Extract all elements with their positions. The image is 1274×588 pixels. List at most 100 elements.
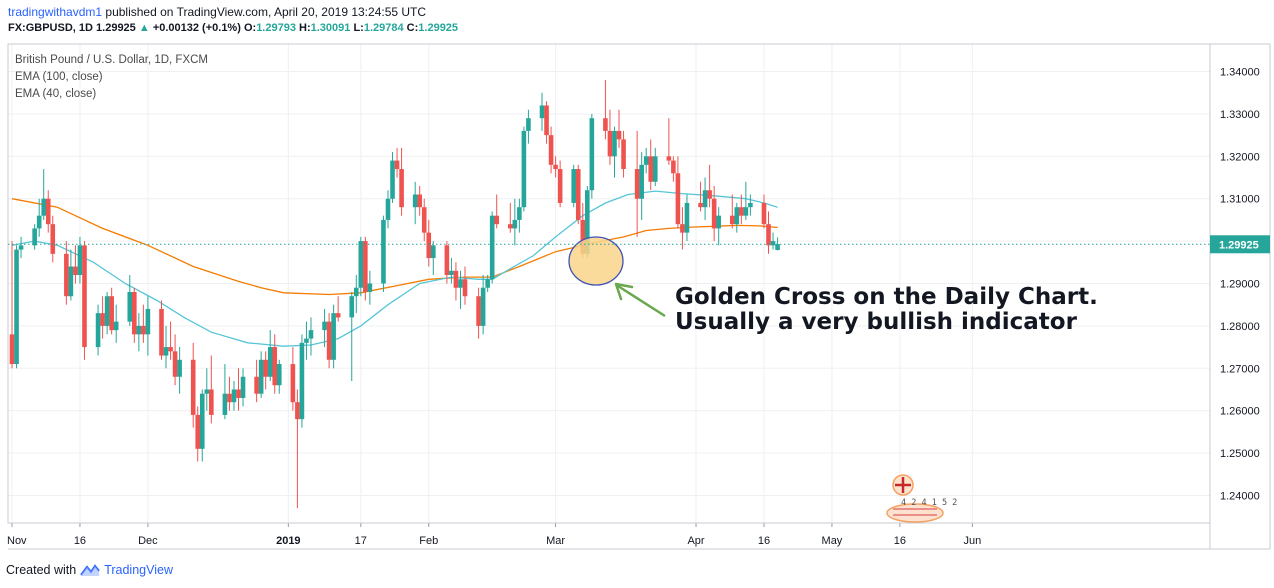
candle-body <box>711 198 717 229</box>
candle-body <box>14 249 19 365</box>
candle-down <box>575 164 581 225</box>
candle-down <box>82 241 87 360</box>
close-label: C: <box>406 22 419 34</box>
candle-body <box>707 190 712 199</box>
candles-layer <box>9 80 780 509</box>
x-tick-label: 2019 <box>276 535 300 547</box>
candle-body <box>639 164 644 199</box>
candle-up <box>381 215 386 292</box>
candle-down <box>132 287 137 343</box>
candle-down <box>263 351 268 390</box>
candle-body <box>227 393 232 403</box>
candle-body <box>113 321 119 331</box>
footer: Created with TradingView <box>6 563 173 577</box>
candle-body <box>512 219 518 229</box>
candle-up <box>276 359 282 394</box>
annotation-arrow-shaft <box>617 284 666 318</box>
candle-body <box>589 118 595 191</box>
candle-down <box>616 109 622 148</box>
golden-cross-highlight <box>568 236 624 286</box>
candle-body <box>729 215 735 225</box>
annotation-arrow-head <box>614 282 634 301</box>
annotation-text-line: Golden Cross on the Daily Chart. <box>675 284 1098 310</box>
annotation-text-line: Usually a very bullish indicator <box>675 309 1078 335</box>
candle-body <box>64 253 69 297</box>
candle-up <box>145 296 151 356</box>
candle-body <box>190 359 196 415</box>
candle-body <box>295 402 300 420</box>
candle-up <box>526 109 531 144</box>
author-link[interactable]: tradingwithavdm1 <box>8 5 103 19</box>
candle-up <box>589 113 595 199</box>
x-tick-label: 17 <box>355 535 367 547</box>
y-tick-label: 1.25000 <box>1220 448 1260 460</box>
candle-body <box>553 164 558 170</box>
candle-body <box>394 160 400 170</box>
legend-ema100[interactable]: EMA (100, close) <box>15 71 103 83</box>
candle-up <box>489 211 495 284</box>
candle-body <box>648 156 654 182</box>
candle-up <box>385 190 391 229</box>
candle-body <box>399 169 404 208</box>
legend-ema40[interactable]: EMA (40, close) <box>15 88 97 100</box>
candle-down <box>453 262 459 301</box>
candle-body <box>73 266 78 276</box>
candle-down <box>621 130 626 178</box>
candle-body <box>222 393 228 415</box>
publish-line: tradingwithavdm1 published on TradingVie… <box>8 5 426 19</box>
candle-down <box>462 266 468 305</box>
candle-body <box>444 245 450 276</box>
candle-body <box>612 130 617 157</box>
candle-down <box>766 211 771 254</box>
candle-body <box>308 330 314 339</box>
candle-body <box>209 389 214 415</box>
x-tick-label: Feb <box>419 535 438 547</box>
candle-body <box>331 313 336 360</box>
ema40-layer <box>11 190 778 347</box>
high-value: 1.30091 <box>310 22 351 34</box>
candle-body <box>575 169 581 220</box>
candle-down <box>326 313 332 369</box>
candle-down <box>9 241 15 369</box>
candle-body <box>41 198 47 216</box>
candle-up <box>512 198 518 246</box>
y-tick-label: 1.31000 <box>1220 194 1260 206</box>
candle-down <box>290 347 296 411</box>
x-tick-label: May <box>822 535 843 547</box>
candle-down <box>648 139 654 191</box>
event-count-label: 4 2 4 1 5 2 <box>901 498 957 508</box>
candle-down <box>698 181 703 212</box>
candle-body <box>353 287 359 297</box>
candle-up <box>104 291 110 335</box>
candle-up <box>222 364 228 420</box>
candle-up <box>770 232 776 250</box>
chart-legend-title[interactable]: British Pound / U.S. Dollar, 1D, FXCM <box>15 54 209 66</box>
candle-body <box>580 219 586 254</box>
candle-body <box>453 270 459 288</box>
event-flags: 4 2 4 1 5 2 <box>886 474 957 523</box>
candle-down <box>671 156 676 182</box>
candle-up <box>14 245 19 369</box>
candle-down <box>675 156 681 229</box>
candle-body <box>698 202 703 208</box>
high-label: H: <box>299 22 311 34</box>
candle-up <box>36 198 42 237</box>
candle-down <box>508 202 513 233</box>
candle-down <box>421 198 427 242</box>
low-value: 1.29784 <box>363 22 404 34</box>
candle-up <box>748 194 753 216</box>
candle-up <box>652 147 658 187</box>
candle-body <box>127 291 133 322</box>
candle-body <box>95 313 101 348</box>
candle-body <box>770 241 776 246</box>
symbol-label: FX:GBPUSD, 1D <box>8 22 93 34</box>
candle-up <box>430 241 436 276</box>
candle-up <box>684 194 690 242</box>
footer-brand-link[interactable]: TradingView <box>104 563 173 577</box>
x-tick-label: Nov <box>7 535 27 547</box>
candle-down <box>557 160 563 208</box>
candle-down <box>707 164 712 208</box>
candle-body <box>739 207 744 216</box>
candle-body <box>367 283 373 292</box>
